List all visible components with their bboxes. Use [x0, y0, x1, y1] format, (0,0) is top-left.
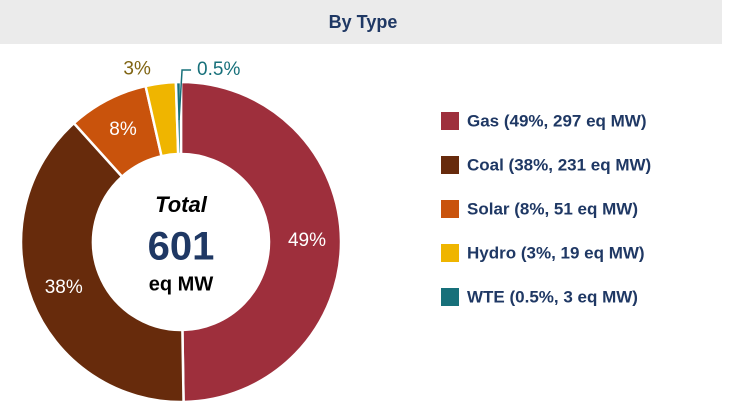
legend-label: Solar (8%, 51 eq MW)	[467, 199, 638, 218]
slice-label: 3%	[123, 58, 151, 79]
header-bar	[0, 0, 722, 44]
slice-label: 49%	[288, 230, 326, 251]
legend-swatch	[441, 200, 459, 218]
legend: Gas (49%, 297 eq MW) Coal (38%, 231 eq MW…	[441, 111, 651, 306]
legend-label: Coal (38%, 231 eq MW)	[467, 155, 651, 174]
chart-title: By Type	[329, 12, 398, 32]
slice-label: 0.5%	[197, 59, 240, 80]
donut: 49% 38% 8% 3% 0.5%	[19, 58, 343, 404]
legend-swatch	[441, 112, 459, 130]
slice	[179, 80, 343, 404]
legend-swatch	[441, 288, 459, 306]
center-unit: eq MW	[149, 273, 214, 295]
legend-label: Gas (49%, 297 eq MW)	[467, 111, 647, 130]
center-title: Total	[155, 192, 208, 217]
leader-line	[178, 69, 192, 121]
legend-swatch	[441, 244, 459, 262]
donut-hole	[93, 154, 269, 330]
legend-label: WTE (0.5%, 3 eq MW)	[467, 287, 638, 306]
center-value: 601	[148, 225, 215, 269]
slice-label: 8%	[109, 119, 137, 140]
slice-label: 38%	[45, 277, 83, 298]
legend-label: Hydro (3%, 19 eq MW)	[467, 243, 645, 262]
legend-swatch	[441, 156, 459, 174]
